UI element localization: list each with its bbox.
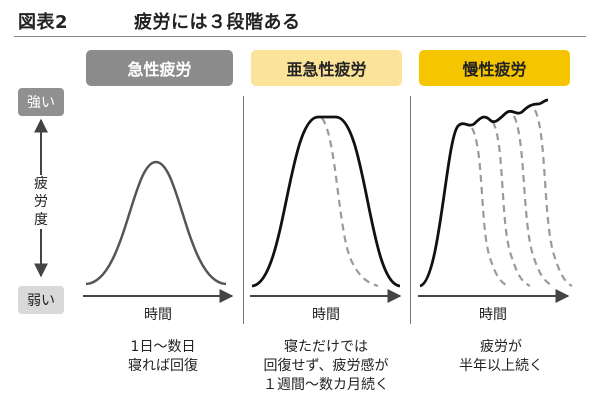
time-label-subacute: 時間: [312, 307, 340, 323]
chronic-dashed-curve-1: [471, 127, 509, 287]
panel-separator: [410, 96, 411, 324]
figure-title-text: 疲労には３段階ある: [134, 12, 301, 33]
description-line: 寝ただけでは: [284, 339, 368, 355]
chronic-fatigue-curve: [419, 98, 549, 288]
description-line: １週間〜数カ月続く: [263, 377, 389, 393]
acute-fatigue-curve: [85, 160, 227, 286]
description-line: 疲労が: [480, 339, 522, 355]
time-label-acute: 時間: [144, 307, 172, 323]
chronic-dashed-curve-2: [492, 121, 531, 287]
description-line: 回復せず、疲労感が: [263, 358, 389, 374]
figure-number: 図表2: [18, 12, 69, 33]
description-line: 1日〜数日: [130, 339, 196, 355]
description-line: 寝れば回復: [128, 358, 198, 374]
description-line: 半年以上続く: [459, 358, 543, 374]
description-chronic: 疲労が 半年以上続く: [431, 338, 571, 376]
figure-title: 図表2 疲労には３段階ある: [18, 8, 301, 34]
chronic-dashed-curve-4: [534, 109, 573, 287]
fatigue-axis-label: 疲労度: [33, 175, 49, 229]
phase-header-subacute: 亜急性疲労: [251, 50, 402, 86]
panel-separator: [243, 96, 244, 324]
chronic-dashed-curve-3: [513, 115, 554, 287]
phase-header-chronic: 慢性疲労: [419, 50, 570, 86]
description-acute: 1日〜数日 寝れば回復: [93, 338, 233, 376]
subacute-dashed-curve: [321, 117, 379, 288]
subacute-fatigue-curve: [251, 115, 401, 288]
title-divider: [14, 36, 586, 37]
description-subacute: 寝ただけでは 回復せず、疲労感が １週間〜数カ月続く: [251, 338, 401, 395]
level-strong-badge: 強い: [18, 88, 64, 116]
phase-header-acute: 急性疲労: [86, 50, 233, 86]
level-weak-badge: 弱い: [18, 286, 64, 314]
time-label-chronic: 時間: [479, 307, 507, 323]
